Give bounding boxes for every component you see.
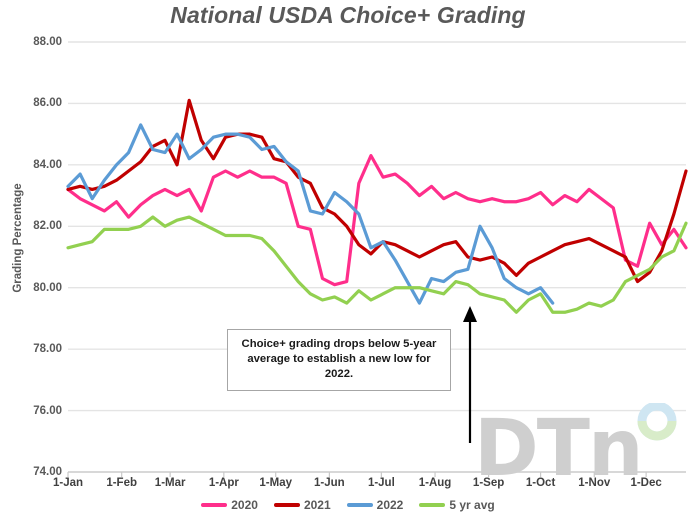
y-tick-label: 82.00	[33, 220, 62, 233]
legend-item-2022[interactable]: 2022	[346, 498, 404, 512]
x-tick-label: 1-Jul	[367, 477, 395, 489]
x-tick-label: 1-Apr	[208, 477, 239, 489]
legend-label: 5 yr avg	[449, 498, 495, 512]
series-line-5-yr-avg	[66, 215, 688, 314]
x-tick-label: 1-Mar	[154, 477, 186, 489]
x-tick-label: 1-Jun	[314, 477, 345, 489]
x-tick-label: 1-Feb	[106, 477, 138, 489]
y-tick-label: 86.00	[33, 97, 62, 110]
legend-swatch-icon	[419, 503, 446, 507]
y-tick-label: 78.00	[33, 343, 62, 356]
x-tick-label: 1-Sep	[472, 477, 505, 489]
series-line-2022	[66, 123, 555, 305]
y-tick-label: 80.00	[33, 281, 62, 294]
legend-label: 2022	[376, 498, 404, 512]
chart-title: National USDA Choice+ Grading	[170, 2, 526, 28]
legend-label: 2020	[231, 498, 258, 512]
x-tick-label: 1-Nov	[578, 477, 611, 489]
legend-item-2020[interactable]: 2020	[201, 498, 258, 512]
legend-swatch-icon	[201, 503, 228, 507]
legend-swatch-icon	[346, 503, 373, 507]
x-tick-label: 1-Oct	[525, 477, 556, 489]
series-line-2020	[66, 154, 688, 287]
y-tick-label: 76.00	[33, 404, 62, 417]
legend-label: 2021	[303, 498, 331, 512]
x-tick-label: 1-Jan	[52, 477, 84, 489]
y-tick-label: 84.00	[33, 158, 62, 171]
legend-item-5-yr-avg[interactable]: 5 yr avg	[419, 498, 495, 512]
legend-swatch-icon	[273, 503, 300, 507]
annotation-arrow-icon	[463, 306, 477, 443]
y-axis-tick-labels: 88.00 86.00 84.00 82.00 80.00 78.00 76.00 74.00	[10, 0, 62, 522]
annotation-callout: Choice+ grading drops below 5-year avera…	[227, 329, 451, 392]
y-tick-label: 88.00	[33, 36, 62, 48]
chart-legend: 2020 2021 2022 5 yr avg	[0, 498, 696, 512]
x-tick-label: 1-Dec	[630, 477, 662, 489]
legend-item-2021[interactable]: 2021	[273, 498, 331, 512]
x-tick-label: 1-Aug	[418, 477, 452, 489]
x-tick-label: 1-May	[259, 477, 292, 489]
series-line-2021	[66, 98, 688, 284]
y-tick-label: 74.00	[33, 466, 62, 478]
